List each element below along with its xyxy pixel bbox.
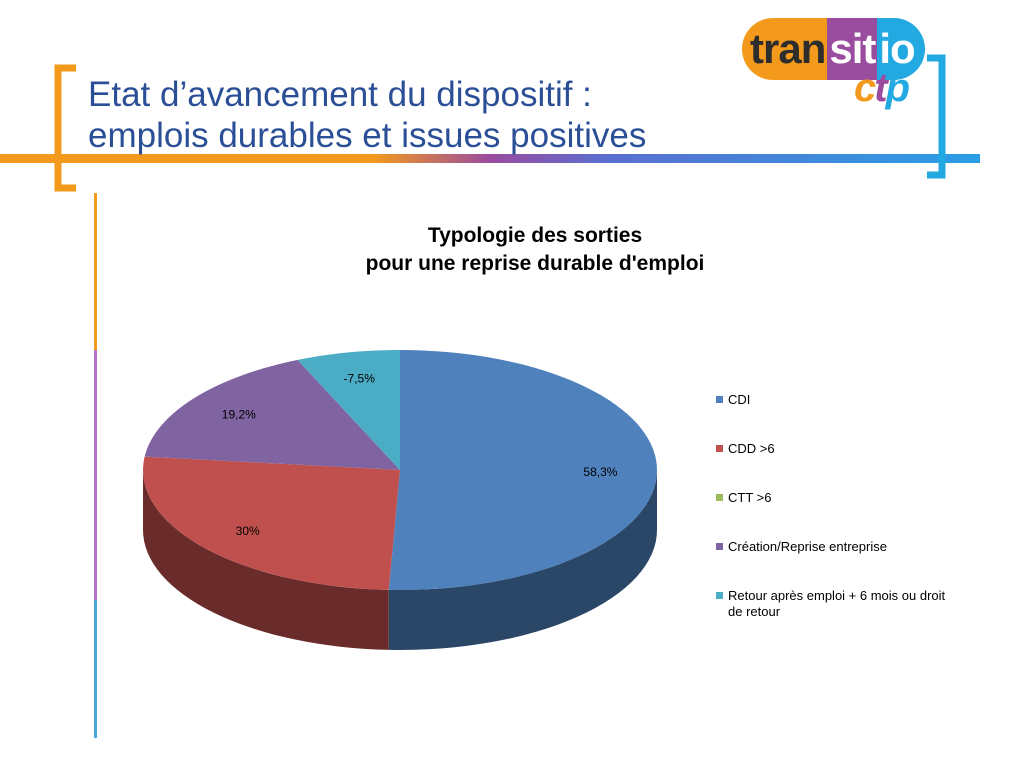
- logo-ctp-t: t: [874, 66, 887, 110]
- legend-swatch: [716, 494, 723, 501]
- logo-segment-tran: tran: [742, 18, 828, 80]
- slide-title: Etat d’avancement du dispositif : emploi…: [88, 74, 646, 156]
- legend-label: CDI: [728, 392, 751, 407]
- legend-label: CDD >6: [728, 441, 775, 456]
- legend-swatch: [716, 592, 723, 599]
- pie-side-1: [143, 470, 389, 650]
- legend-swatch: [716, 445, 723, 452]
- logo-ctp: ctp: [854, 66, 910, 110]
- legend-swatch: [716, 396, 723, 403]
- pie-data-label-1: 30%: [236, 524, 260, 538]
- pie-slice-1: [142, 456, 400, 590]
- chart-legend: CDI CDD >6 CTT >6 Création/Reprise entrepri…: [716, 392, 956, 637]
- legend-swatch: [716, 543, 723, 550]
- legend-label: Création/Reprise entreprise: [728, 539, 887, 554]
- left-bracket: [54, 64, 76, 192]
- vertical-line-orange: [94, 193, 97, 350]
- pie-data-label-4: -7,5%: [344, 371, 376, 385]
- pie-labels: 58,3% 30% 19,2% -7,5%: [222, 371, 618, 537]
- chart-title: Typologie des sorties pour une reprise d…: [300, 222, 770, 278]
- pie-data-label-3: 19,2%: [222, 407, 256, 421]
- legend-item: CDD >6: [716, 441, 956, 490]
- legend-item: Création/Reprise entreprise: [716, 539, 956, 588]
- pie-side-0: [388, 470, 657, 650]
- right-bracket: [927, 54, 946, 179]
- pie-sides: [143, 470, 657, 650]
- pie-tops: [142, 350, 657, 590]
- slide-title-line2: emplois durables et issues positives: [88, 116, 647, 155]
- pie-slice-3: [144, 359, 400, 470]
- legend-label: CTT >6: [728, 490, 772, 505]
- pie-slice-0: [388, 350, 657, 590]
- logo-segment-io: io: [877, 18, 925, 80]
- chart-title-line2: pour une reprise durable d'emploi: [365, 252, 705, 275]
- header-gradient-bar: [0, 154, 980, 163]
- logo-bar: tran sit io: [742, 18, 925, 80]
- legend-item: Retour après emploi + 6 mois ou droit de…: [716, 588, 956, 637]
- pie-data-label-0: 58,3%: [583, 465, 617, 479]
- pie-slice-4: [297, 350, 400, 470]
- logo-ctp-p: p: [885, 66, 910, 110]
- logo-segment-sit: sit: [827, 18, 878, 80]
- chart-title-line1: Typologie des sorties: [427, 224, 643, 247]
- vertical-line-purple: [94, 350, 97, 600]
- transitio-logo: tran sit io ctp: [742, 18, 925, 110]
- vertical-line-blue: [94, 600, 97, 738]
- legend-item: CTT >6: [716, 490, 956, 539]
- slide-title-line1: Etat d’avancement du dispositif :: [88, 75, 592, 114]
- logo-ctp-c: c: [854, 66, 876, 110]
- legend-label: Retour après emploi + 6 mois ou droit de…: [728, 588, 946, 619]
- legend-item: CDI: [716, 392, 956, 441]
